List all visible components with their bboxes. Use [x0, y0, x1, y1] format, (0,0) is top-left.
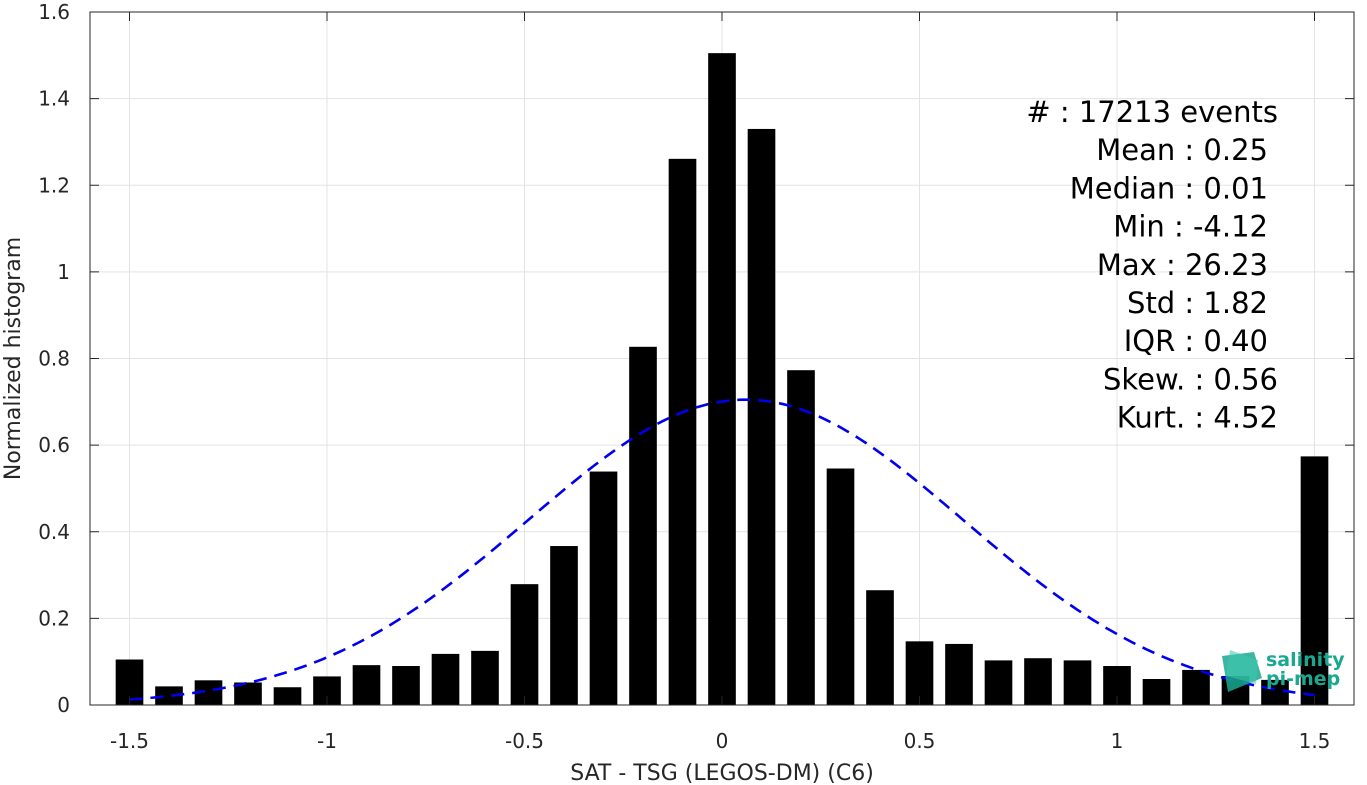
histogram-bar-29: [1261, 679, 1289, 705]
logo-line-2: pi-mep: [1266, 668, 1340, 690]
statistics-annotation: # : 17213 events Mean : 0.25 Median : 0.01…: [1026, 95, 1278, 435]
x-axis-label: SAT - TSG (LEGOS-DM) (C6): [570, 761, 874, 785]
histogram-bar-30: [1300, 456, 1329, 705]
stat-line-0: # : 17213 events: [1026, 95, 1278, 129]
x-tick-label-0: -1.5: [110, 729, 149, 753]
histogram-bar-6: [352, 665, 381, 705]
stat-line-1: Mean : 0.25: [1096, 133, 1268, 167]
histogram-bar-8: [431, 653, 460, 705]
histogram-bar-9: [471, 650, 499, 705]
x-tick-label-2: -0.5: [505, 729, 544, 753]
salinity-pi-mep-logo: salinity pi-mep: [1222, 649, 1345, 692]
x-tick-label-1: -1: [317, 729, 337, 753]
x-tick-label-3: 0: [716, 729, 729, 753]
y-tick-label-0: 0: [57, 693, 70, 717]
histogram-bar-22: [984, 660, 1013, 705]
y-axis-label: Normalized histogram: [1, 237, 26, 480]
histogram-bar-4: [273, 687, 302, 705]
histogram-bar-17: [787, 370, 815, 705]
y-tick-label-3: 0.6: [38, 433, 70, 457]
histogram-bar-12: [589, 471, 618, 705]
stat-line-4: Max : 26.23: [1097, 248, 1268, 282]
y-axis-ticks: 0 0.2 0.4 0.6 0.8 1 1.2 1.4 1.6: [38, 0, 1354, 717]
histogram-bar-11: [550, 546, 578, 705]
stat-line-6: IQR : 0.40: [1124, 324, 1268, 358]
y-tick-label-5: 1: [57, 260, 70, 284]
histogram-bar-23: [1024, 658, 1052, 705]
normal-fit-curve: [129, 398, 1315, 701]
y-tick-label-1: 0.2: [38, 606, 70, 630]
histogram-bar-16: [747, 128, 776, 706]
stat-line-8: Kurt. : 4.52: [1117, 401, 1278, 435]
logo-line-1: salinity: [1266, 649, 1345, 671]
stat-line-2: Median : 0.01: [1070, 171, 1268, 205]
histogram-bar-21: [945, 643, 973, 705]
histogram-bar-26: [1142, 679, 1171, 705]
y-tick-label-8: 1.6: [38, 0, 70, 24]
histogram-bar-3: [234, 682, 262, 705]
histogram-bars: [115, 53, 1329, 706]
histogram-bar-24: [1063, 660, 1092, 705]
x-tick-label-6: 1.5: [1299, 729, 1331, 753]
x-axis-ticks: -1.5 -1 -0.5 0 0.5 1 1.5: [110, 12, 1330, 753]
histogram-bar-14: [668, 158, 697, 706]
y-tick-label-7: 1.4: [38, 87, 70, 111]
histogram-bar-7: [392, 666, 420, 705]
histogram-bar-19: [866, 590, 894, 705]
stat-line-7: Skew. : 0.56: [1103, 362, 1278, 396]
y-tick-label-4: 0.8: [38, 347, 70, 371]
histogram-bar-18: [826, 468, 855, 705]
histogram-bar-13: [629, 346, 657, 705]
y-tick-label-6: 1.2: [38, 173, 70, 197]
histogram-bar-15: [708, 53, 736, 706]
logo-flag-icon: [1222, 650, 1262, 692]
stat-line-3: Min : -4.12: [1113, 210, 1268, 244]
histogram-bar-20: [905, 641, 934, 705]
histogram-bar-1: [155, 686, 183, 705]
x-tick-label-5: 1: [1111, 729, 1124, 753]
histogram-bar-27: [1182, 669, 1210, 705]
stat-line-5: Std : 1.82: [1127, 286, 1268, 320]
x-tick-label-4: 0.5: [904, 729, 936, 753]
y-tick-label-2: 0.4: [38, 520, 70, 544]
histogram-bar-10: [510, 584, 539, 705]
